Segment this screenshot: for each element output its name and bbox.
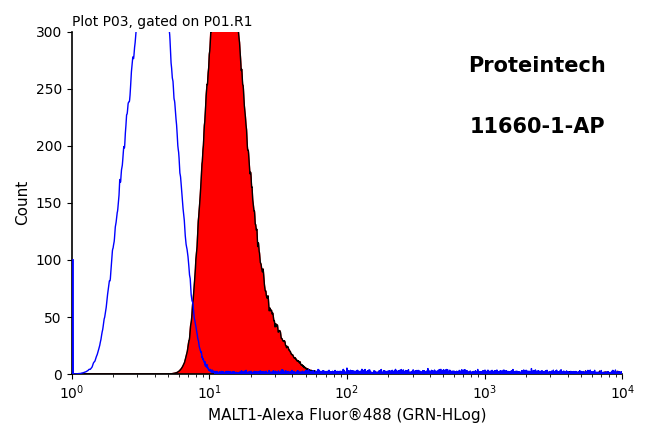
X-axis label: MALT1-Alexa Fluor®488 (GRN-HLog): MALT1-Alexa Fluor®488 (GRN-HLog) xyxy=(208,408,486,423)
Text: Plot P03, gated on P01.R1: Plot P03, gated on P01.R1 xyxy=(72,15,252,29)
Text: Proteintech: Proteintech xyxy=(468,56,606,75)
Text: 11660-1-AP: 11660-1-AP xyxy=(470,117,606,137)
Y-axis label: Count: Count xyxy=(15,180,30,226)
